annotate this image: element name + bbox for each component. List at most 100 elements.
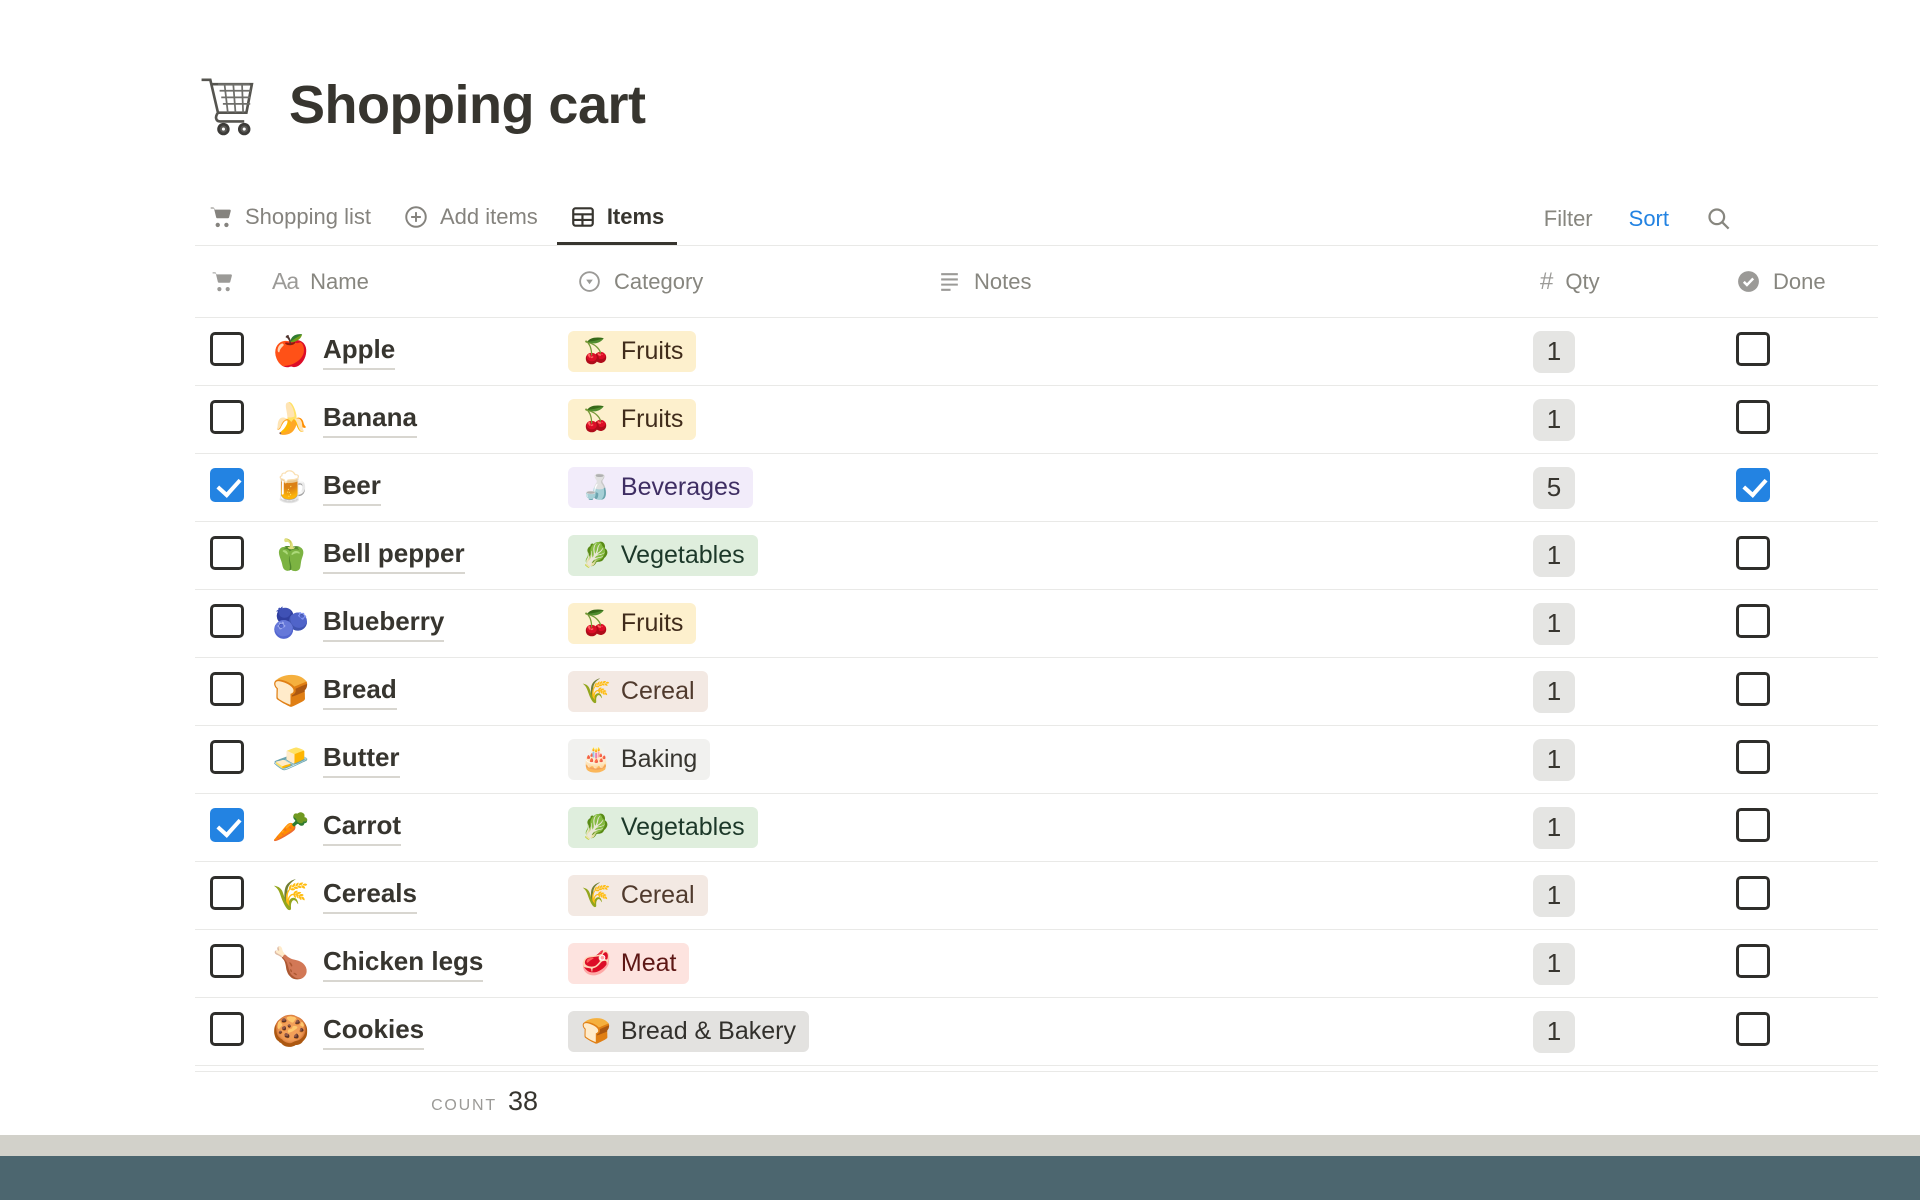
item-emoji: 🌾 xyxy=(272,879,310,912)
item-name-link[interactable]: Apple xyxy=(323,334,396,370)
notes-cell[interactable] xyxy=(935,998,1520,1065)
category-emoji: 🍞 xyxy=(581,1018,611,1045)
row-checkbox[interactable] xyxy=(210,1012,244,1046)
notes-cell[interactable] xyxy=(935,862,1520,929)
qty-value[interactable]: 1 xyxy=(1533,1010,1575,1053)
category-tag[interactable]: 🍶 Beverages xyxy=(568,467,754,508)
name-cell: 🫑 Bell pepper xyxy=(257,538,568,574)
category-tag[interactable]: 🥬 Vegetables xyxy=(568,535,758,576)
qty-value[interactable]: 1 xyxy=(1533,398,1575,441)
select-cell xyxy=(195,944,257,983)
category-label: Cereal xyxy=(620,677,695,705)
row-checkbox[interactable] xyxy=(210,876,244,910)
category-tag[interactable]: 🥬 Vegetables xyxy=(568,807,758,848)
notes-cell[interactable] xyxy=(935,658,1520,725)
column-header-done[interactable]: Done xyxy=(1700,269,1878,295)
name-cell: 🌾 Cereals xyxy=(257,878,568,914)
qty-cell: 5 xyxy=(1520,466,1700,509)
table-row: 🍪 Cookies 🍞 Bread & Bakery 1 xyxy=(195,998,1878,1066)
row-checkbox[interactable] xyxy=(210,468,244,502)
category-tag[interactable]: 🍞 Bread & Bakery xyxy=(568,1011,809,1052)
filter-button[interactable]: Filter xyxy=(1543,205,1593,231)
page-title[interactable]: Shopping cart xyxy=(289,75,646,135)
done-checkbox[interactable] xyxy=(1736,1012,1770,1046)
item-name-link[interactable]: Cookies xyxy=(323,1014,425,1050)
column-label: Done xyxy=(1773,268,1826,294)
qty-value[interactable]: 1 xyxy=(1533,942,1575,985)
row-checkbox[interactable] xyxy=(210,672,244,706)
category-label: Fruits xyxy=(620,609,684,637)
row-checkbox[interactable] xyxy=(210,944,244,978)
qty-value[interactable]: 1 xyxy=(1533,330,1575,373)
row-checkbox[interactable] xyxy=(210,332,244,366)
row-checkbox[interactable] xyxy=(210,536,244,570)
column-header-category[interactable]: Category xyxy=(568,269,935,295)
column-header-name[interactable]: Aa Name xyxy=(257,268,568,295)
tab-items[interactable]: Items xyxy=(556,192,678,245)
item-name-link[interactable]: Chicken legs xyxy=(323,946,484,982)
qty-value[interactable]: 1 xyxy=(1533,534,1575,577)
done-checkbox[interactable] xyxy=(1736,400,1770,434)
item-name-link[interactable]: Banana xyxy=(323,402,417,438)
column-header-select[interactable] xyxy=(195,269,257,294)
row-checkbox[interactable] xyxy=(210,604,244,638)
notes-cell[interactable] xyxy=(935,726,1520,793)
notes-cell[interactable] xyxy=(935,794,1520,861)
item-name-link[interactable]: Cereals xyxy=(323,878,417,914)
done-checkbox[interactable] xyxy=(1736,604,1770,638)
notes-cell[interactable] xyxy=(935,930,1520,997)
item-name-link[interactable]: Beer xyxy=(323,470,381,506)
row-checkbox[interactable] xyxy=(210,740,244,774)
done-checkbox[interactable] xyxy=(1736,468,1770,502)
done-checkbox[interactable] xyxy=(1736,808,1770,842)
column-header-notes[interactable]: Notes xyxy=(935,269,1520,295)
category-tag[interactable]: 🍒 Fruits xyxy=(568,399,697,440)
category-tag[interactable]: 🌾 Cereal xyxy=(568,875,708,916)
category-tag[interactable]: 🥩 Meat xyxy=(568,943,690,984)
qty-value[interactable]: 1 xyxy=(1533,806,1575,849)
done-checkbox[interactable] xyxy=(1736,536,1770,570)
item-name-link[interactable]: Bell pepper xyxy=(323,538,465,574)
bottom-slate-bar xyxy=(0,1156,1920,1200)
table-row: 🍗 Chicken legs 🥩 Meat 1 xyxy=(195,930,1878,998)
tab-shopping-list[interactable]: Shopping list xyxy=(195,192,384,245)
item-name-link[interactable]: Carrot xyxy=(323,810,402,846)
qty-value[interactable]: 1 xyxy=(1533,874,1575,917)
notes-cell[interactable] xyxy=(935,522,1520,589)
done-cell xyxy=(1700,740,1878,779)
table-row: 🌾 Cereals 🌾 Cereal 1 xyxy=(195,862,1878,930)
row-checkbox[interactable] xyxy=(210,808,244,842)
row-checkbox[interactable] xyxy=(210,400,244,434)
shopping-cart-emoji[interactable] xyxy=(195,70,265,140)
qty-value[interactable]: 1 xyxy=(1533,670,1575,713)
done-checkbox[interactable] xyxy=(1736,672,1770,706)
item-name-link[interactable]: Butter xyxy=(323,742,400,778)
sort-button[interactable]: Sort xyxy=(1628,205,1669,231)
category-tag[interactable]: 🍒 Fruits xyxy=(568,331,697,372)
notes-cell[interactable] xyxy=(935,590,1520,657)
qty-value[interactable]: 5 xyxy=(1533,466,1575,509)
select-cell xyxy=(195,332,257,371)
done-checkbox[interactable] xyxy=(1736,740,1770,774)
column-header-qty[interactable]: # Qty xyxy=(1520,268,1700,296)
done-checkbox[interactable] xyxy=(1736,876,1770,910)
search-button[interactable] xyxy=(1705,205,1732,232)
text-type-icon: Aa xyxy=(272,268,299,294)
item-name-link[interactable]: Bread xyxy=(323,674,397,710)
item-name-link[interactable]: Blueberry xyxy=(323,606,445,642)
plus-circle-icon xyxy=(405,206,427,228)
done-checkbox[interactable] xyxy=(1736,332,1770,366)
qty-value[interactable]: 1 xyxy=(1533,738,1575,781)
notes-cell[interactable] xyxy=(935,454,1520,521)
qty-value[interactable]: 1 xyxy=(1533,602,1575,645)
notes-cell[interactable] xyxy=(935,386,1520,453)
tab-add-items[interactable]: Add items xyxy=(390,192,551,245)
notes-cell[interactable] xyxy=(935,318,1520,385)
done-cell xyxy=(1700,468,1878,507)
category-tag[interactable]: 🍒 Fruits xyxy=(568,603,697,644)
count-calculation[interactable]: COUNT 38 xyxy=(195,1086,568,1117)
category-tag[interactable]: 🎂 Baking xyxy=(568,739,711,780)
done-checkbox[interactable] xyxy=(1736,944,1770,978)
category-tag[interactable]: 🌾 Cereal xyxy=(568,671,708,712)
text-lines-icon xyxy=(941,273,958,291)
